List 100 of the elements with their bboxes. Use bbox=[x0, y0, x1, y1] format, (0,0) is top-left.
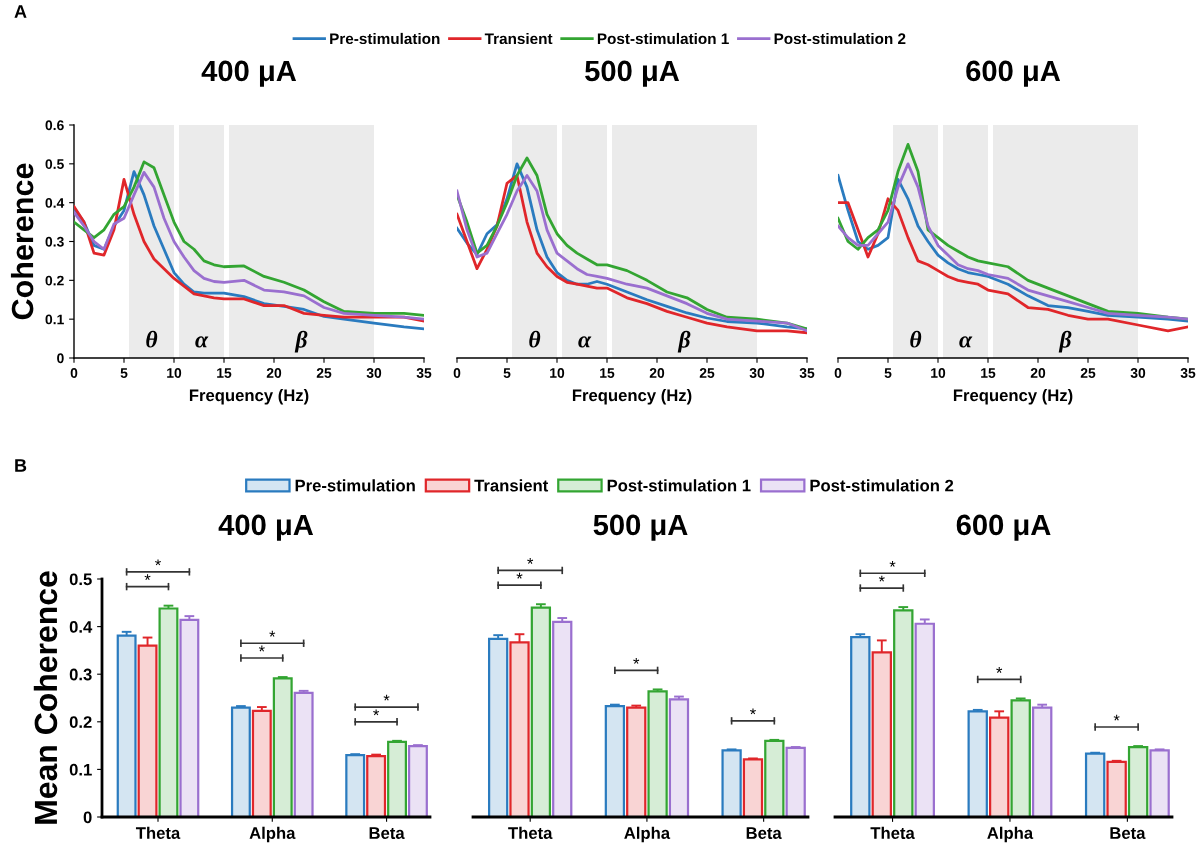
band-label: β bbox=[677, 330, 691, 353]
x-axis-title: Frequency (Hz) bbox=[189, 389, 309, 405]
legend-label: Post-stimulation 1 bbox=[597, 32, 729, 45]
bar bbox=[1149, 749, 1170, 817]
text: * bbox=[889, 560, 896, 567]
x-tick-label: 30 bbox=[749, 368, 765, 378]
y-tick-label: 0 bbox=[57, 353, 64, 364]
x-tick-label: 30 bbox=[1130, 368, 1146, 378]
band-label: θ bbox=[146, 330, 158, 348]
y-tick-label: 0.6 bbox=[45, 120, 64, 131]
x-tick-label: 20 bbox=[266, 368, 282, 378]
bar bbox=[850, 635, 871, 817]
band-label: β bbox=[1058, 330, 1072, 353]
y-tick-label: 0.4 bbox=[45, 198, 65, 208]
band-label: α bbox=[578, 336, 592, 348]
bar bbox=[530, 606, 552, 817]
bar bbox=[251, 709, 272, 817]
chart-title: 600 μA bbox=[956, 514, 1051, 541]
annotation: * bbox=[633, 658, 640, 664]
y-tick-label: 0.2 bbox=[69, 716, 92, 728]
x-tick-label: Alpha bbox=[249, 826, 296, 843]
bar bbox=[1106, 760, 1127, 817]
bar bbox=[764, 739, 785, 817]
y-tick-label: 0.3 bbox=[69, 668, 92, 681]
chart-title: 600 μA bbox=[966, 60, 1061, 87]
annotation: * bbox=[144, 574, 151, 581]
x-tick-label: Theta bbox=[135, 826, 181, 839]
bar bbox=[1010, 699, 1031, 817]
bar bbox=[552, 620, 573, 817]
annotation: * bbox=[373, 709, 380, 716]
x-tick-label: 20 bbox=[1030, 368, 1046, 378]
chart-title: 500 μA bbox=[593, 514, 688, 541]
x-tick-label: 35 bbox=[416, 368, 432, 378]
bar bbox=[1031, 706, 1053, 817]
bar bbox=[604, 704, 626, 817]
bar bbox=[116, 634, 137, 817]
x-tick-label: 10 bbox=[931, 368, 946, 378]
bar bbox=[345, 754, 366, 817]
x-tick-label: Beta bbox=[1110, 827, 1146, 839]
legend-label: Transient bbox=[474, 479, 549, 492]
x-tick-label: 5 bbox=[884, 368, 892, 378]
x-tick-label: 0 bbox=[453, 368, 461, 378]
bar bbox=[230, 706, 251, 817]
bar bbox=[488, 637, 509, 817]
bar bbox=[1127, 745, 1149, 817]
x-tick-label: 30 bbox=[366, 368, 382, 378]
text: B bbox=[15, 459, 27, 472]
x-tick-label: Beta bbox=[369, 827, 405, 839]
y-tick-label: 0.1 bbox=[69, 763, 92, 776]
bar bbox=[366, 754, 387, 817]
x-tick-label: Theta bbox=[870, 826, 915, 839]
bar bbox=[387, 740, 407, 817]
x-tick-label: 0 bbox=[834, 368, 842, 378]
x-tick-label: 25 bbox=[1080, 368, 1096, 378]
annotation: * bbox=[258, 645, 265, 652]
x-tick-label: 5 bbox=[503, 368, 511, 378]
y-tick-label: 0.5 bbox=[45, 159, 64, 169]
chart-title: 400 μA bbox=[218, 514, 314, 541]
x-tick-label: 5 bbox=[120, 368, 128, 378]
x-tick-label: 35 bbox=[1180, 368, 1196, 378]
text: * bbox=[527, 558, 534, 564]
legend-label: Pre-stimulation bbox=[295, 479, 415, 492]
y-tick-label: 0 bbox=[83, 811, 92, 824]
bar bbox=[893, 609, 914, 817]
legend-label: Transient bbox=[484, 32, 553, 45]
bar bbox=[1084, 752, 1106, 817]
x-axis-title: Frequency (Hz) bbox=[572, 389, 692, 405]
annotation: * bbox=[1113, 714, 1120, 721]
band-label: θ bbox=[529, 330, 541, 348]
bar bbox=[179, 618, 200, 817]
y-tick-label: 0.4 bbox=[69, 621, 93, 633]
y-axis-title: Coherence bbox=[10, 163, 34, 320]
x-tick-label: Alpha bbox=[987, 826, 1034, 843]
band-label: θ bbox=[910, 330, 922, 348]
bar bbox=[914, 622, 935, 817]
bar bbox=[626, 706, 647, 817]
bar bbox=[272, 677, 293, 817]
y-tick-label: 0.3 bbox=[45, 236, 64, 247]
band-label: α bbox=[959, 336, 973, 348]
chart-title: 500 μA bbox=[585, 60, 680, 87]
x-tick-label: 25 bbox=[316, 368, 332, 378]
legend-label: Post-stimulation 1 bbox=[607, 479, 751, 492]
y-tick-label: 0.2 bbox=[45, 275, 64, 286]
bar bbox=[293, 691, 314, 817]
y-axis-title: Mean Coherence bbox=[33, 571, 58, 824]
text: A bbox=[14, 5, 27, 18]
band-label: β bbox=[294, 330, 308, 353]
annotation: * bbox=[269, 630, 276, 637]
band-label: α bbox=[195, 336, 209, 348]
x-axis-title: Frequency (Hz) bbox=[953, 389, 1073, 405]
bar bbox=[647, 690, 668, 817]
bar bbox=[721, 749, 742, 817]
text: * bbox=[516, 572, 523, 579]
text: * bbox=[155, 559, 161, 566]
chart-title: 400 μA bbox=[201, 60, 297, 87]
x-tick-label: 15 bbox=[981, 368, 996, 378]
x-tick-label: Alpha bbox=[624, 826, 671, 843]
bar bbox=[407, 744, 428, 817]
bar bbox=[668, 698, 690, 817]
legend-label: Pre-stimulation bbox=[330, 32, 440, 45]
